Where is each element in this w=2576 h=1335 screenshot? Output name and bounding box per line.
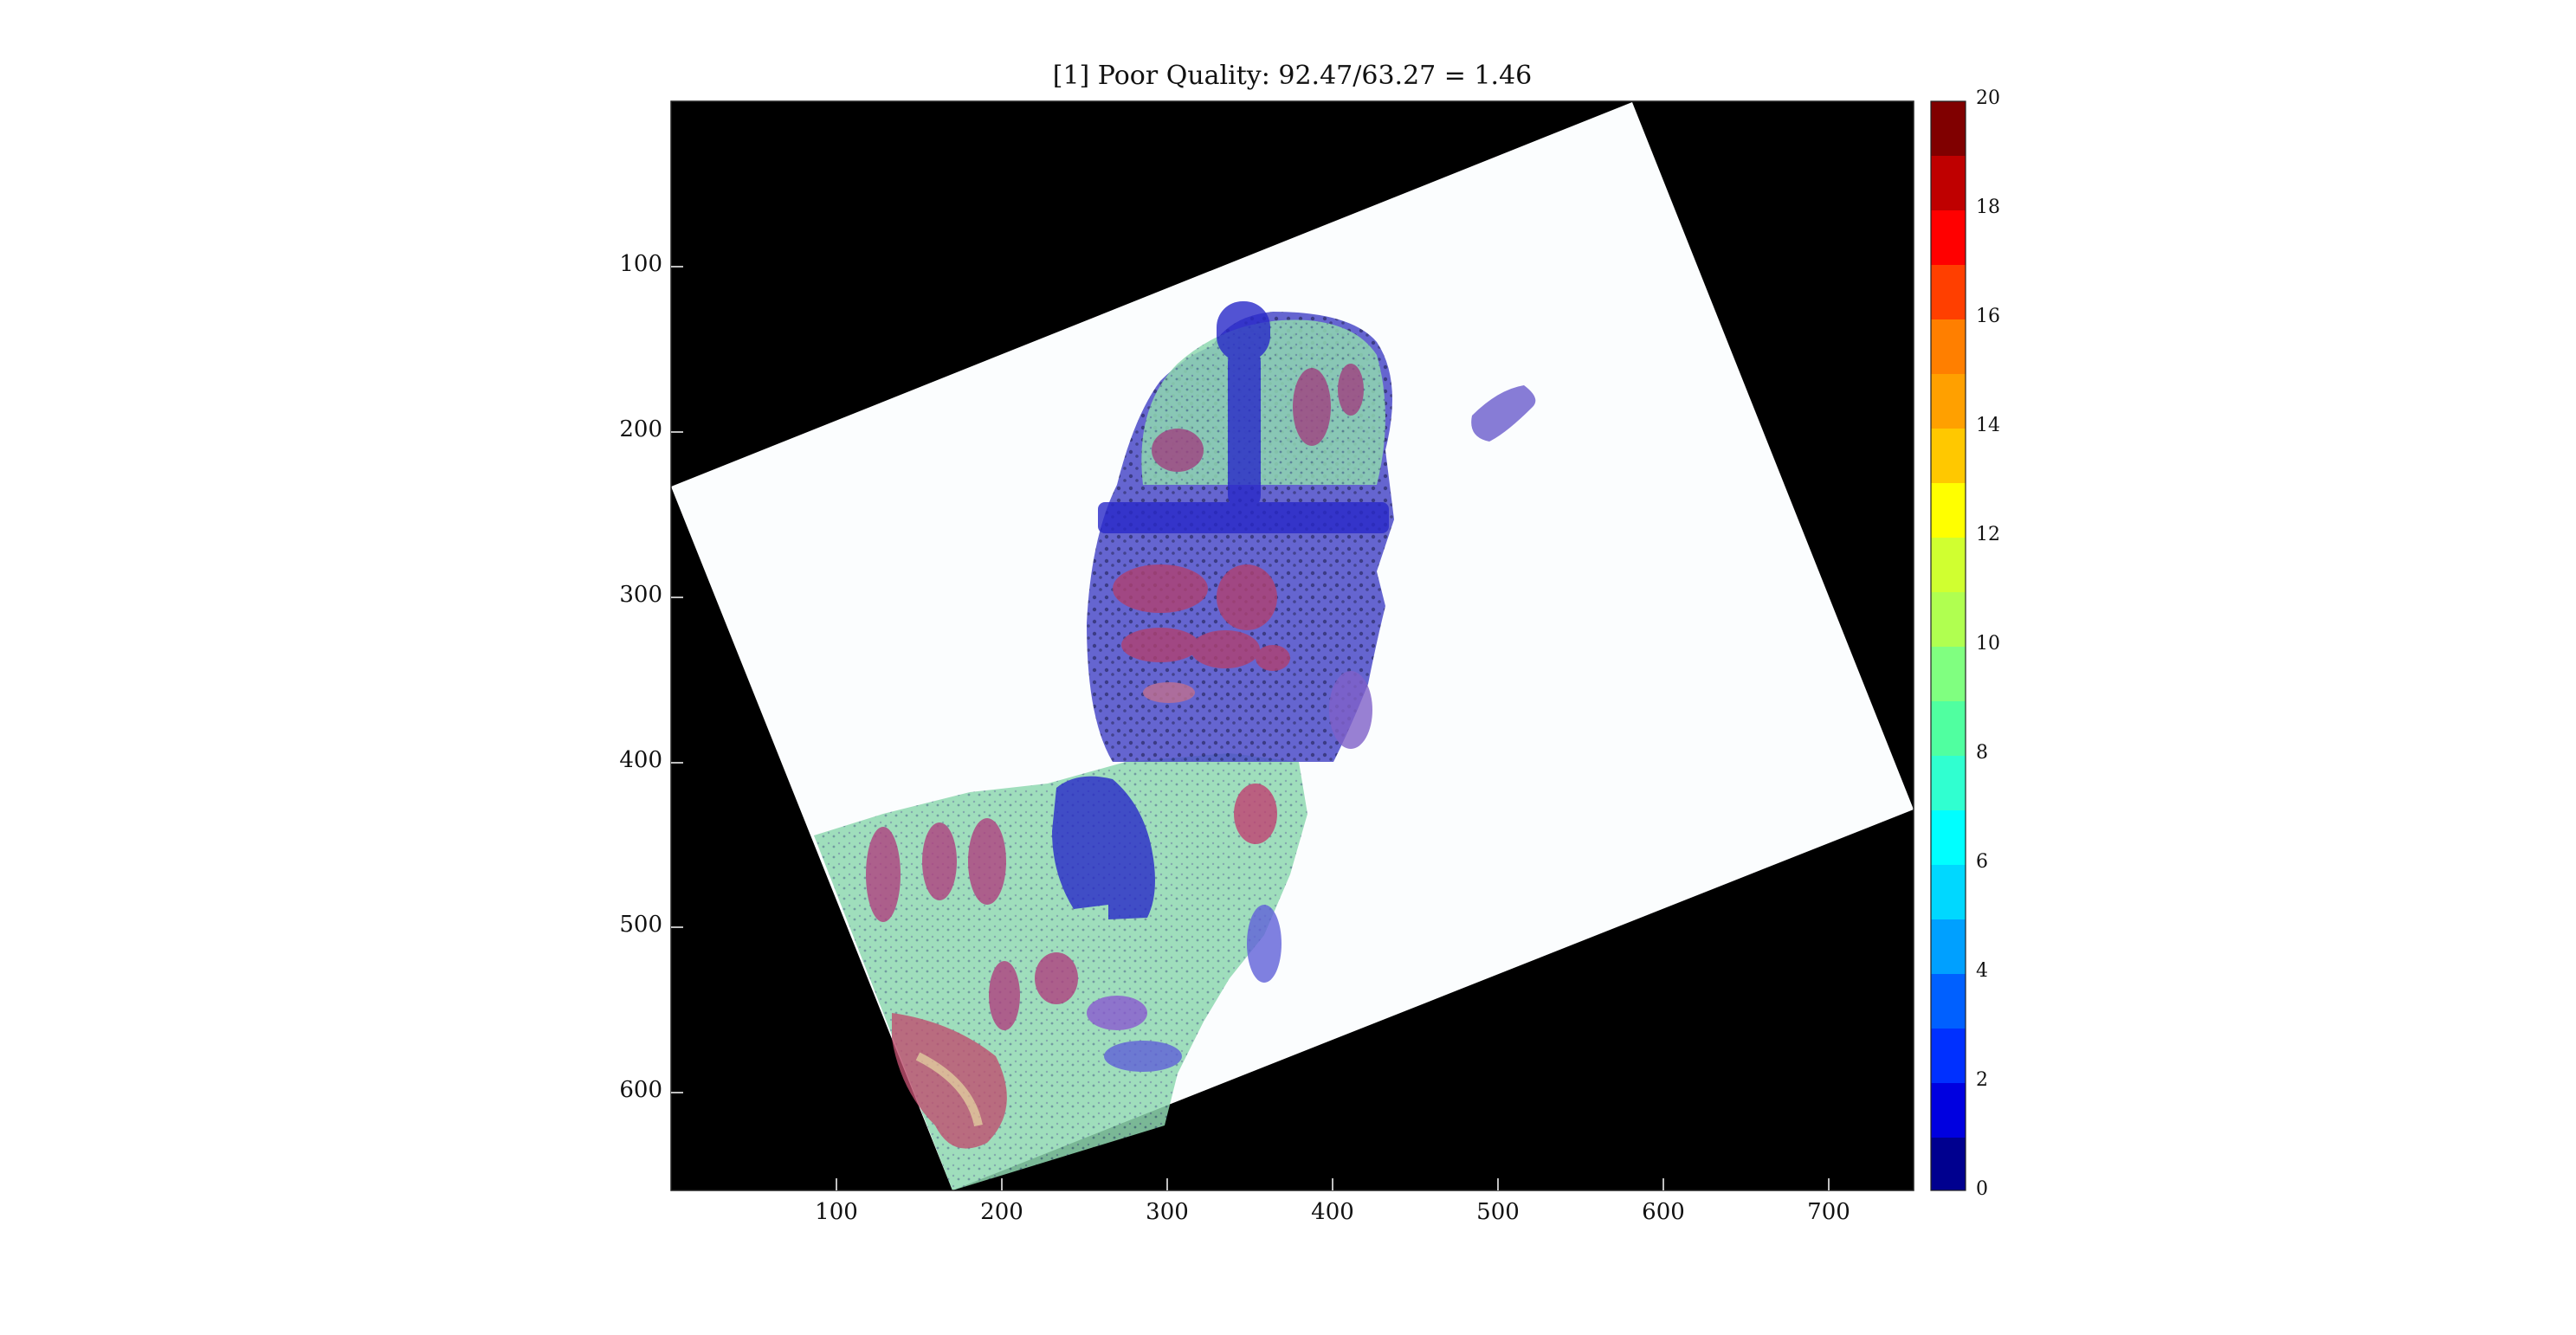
- colorbar-tick-label: 18: [1976, 197, 2000, 218]
- y-tick-label: 300: [619, 582, 662, 608]
- x-tick-label: 300: [1146, 1199, 1189, 1225]
- y-tick-label: 100: [619, 251, 662, 277]
- colorbar: [1930, 100, 1966, 1191]
- colorbar-tick-label: 2: [1976, 1069, 1988, 1091]
- colorbar-tick-label: 8: [1976, 742, 1988, 764]
- y-tick-label: 600: [619, 1077, 662, 1103]
- x-tick-label: 200: [980, 1199, 1023, 1225]
- low-score-overlay: [1052, 301, 1389, 919]
- colorbar-tick-label: 10: [1976, 633, 2000, 655]
- glands-lower-left: [866, 784, 1282, 1149]
- colorbar-tick-label: 0: [1976, 1178, 1988, 1200]
- colorbar-tick-label: 20: [1976, 87, 2000, 109]
- x-ticks: [836, 1178, 1830, 1190]
- colorbar-tick-label: 12: [1976, 524, 2000, 545]
- x-tick-label: 500: [1476, 1199, 1520, 1225]
- colorbar-tick-label: 4: [1976, 960, 1988, 982]
- y-tick-label: 400: [619, 747, 662, 773]
- tissue-fragment: [1471, 385, 1536, 442]
- colorbar-tick-label: 16: [1976, 306, 2000, 327]
- y-ticks: [671, 266, 683, 1093]
- x-tick-label: 600: [1642, 1199, 1685, 1225]
- tissue-upper-stroma: [1141, 319, 1385, 485]
- x-tick-label: 700: [1807, 1199, 1850, 1225]
- colorbar-tick-label: 6: [1976, 851, 1988, 873]
- x-tick-label: 100: [815, 1199, 858, 1225]
- y-tick-label: 200: [619, 416, 662, 442]
- y-tick-label: 500: [619, 912, 662, 938]
- colorbar-tick-label: 14: [1976, 415, 2000, 436]
- figure-title: [1] Poor Quality: 92.47/63.27 = 1.46: [1052, 61, 1533, 91]
- glands-upper: [1113, 364, 1372, 749]
- x-tick-label: 400: [1311, 1199, 1354, 1225]
